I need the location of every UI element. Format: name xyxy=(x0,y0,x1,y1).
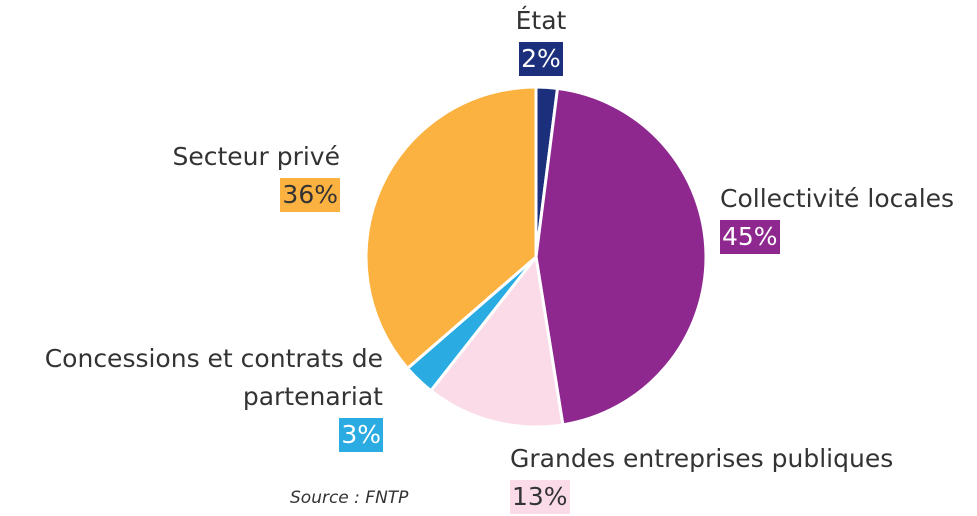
slice-label: Grandes entreprises publiques 13% xyxy=(510,440,970,516)
slice-label: Secteur privé 36% xyxy=(0,138,340,214)
value-label: 3% xyxy=(339,418,383,452)
category-label: Collectivité locales xyxy=(720,184,955,213)
slice xyxy=(534,86,708,427)
slice xyxy=(364,85,538,370)
slice-label: État 2% xyxy=(441,2,641,78)
category-label: Secteur privé xyxy=(172,142,340,171)
slice-label: Concessions et contrats de partenariat 3% xyxy=(0,340,383,454)
slice xyxy=(429,255,565,429)
category-label: État xyxy=(515,6,567,35)
slice-label: Collectivité locales 45% xyxy=(720,180,977,256)
category-label: Grandes entreprises publiques xyxy=(510,444,894,473)
category-label: Concessions et contrats de partenariat xyxy=(44,344,383,411)
source: Source : FNTP xyxy=(290,488,409,508)
value-label: 36% xyxy=(280,178,340,212)
value-label: 13% xyxy=(510,480,570,514)
value-label: 2% xyxy=(519,42,563,76)
value-label: 45% xyxy=(720,220,780,254)
